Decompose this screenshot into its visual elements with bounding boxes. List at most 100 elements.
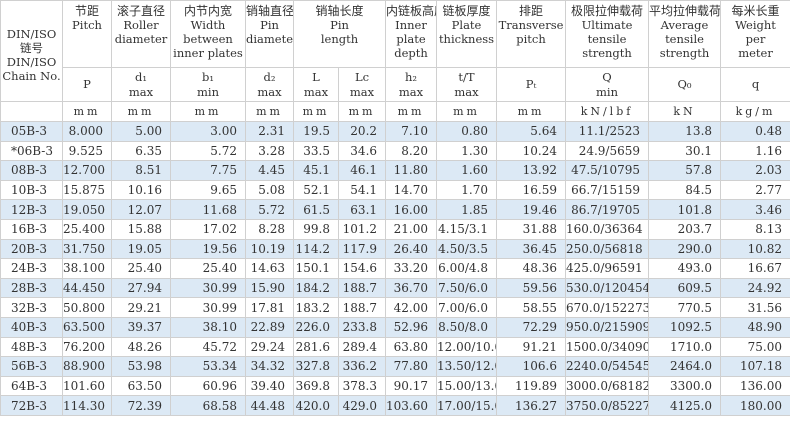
symbol: d₂ xyxy=(263,69,276,84)
chain-no: 72B-3 xyxy=(0,395,63,416)
header-cell: 内节内宽 Width between inner plates xyxy=(170,0,246,68)
data-cell: 15.88 xyxy=(111,218,171,240)
data-cell: 45.72 xyxy=(170,336,246,358)
data-cell: 17.02 xyxy=(170,218,246,240)
data-cell: 21.00 xyxy=(385,218,438,240)
data-cell: 36.70 xyxy=(385,277,438,299)
data-cell: 26.40 xyxy=(385,238,438,260)
data-cell: 17.00/15.0 xyxy=(436,395,498,416)
data-cell: 75.00 xyxy=(720,336,790,358)
chain-label: Chain No. xyxy=(2,69,61,83)
data-cell: 114.30 xyxy=(62,395,112,416)
data-cell: 107.18 xyxy=(720,356,790,377)
symbol-note: min xyxy=(197,84,219,99)
header-cell: 每米长重 Weight per meter xyxy=(720,0,790,68)
data-cell: 31.750 xyxy=(62,238,112,260)
data-cell: 3000.0/681820 xyxy=(565,375,650,397)
header-zh: DIN/ISO xyxy=(6,27,57,41)
header-en: strength xyxy=(659,46,710,60)
data-cell: 1.16 xyxy=(720,140,790,162)
data-cell: 4.45 xyxy=(245,160,294,181)
data-cell: 11.1/2523 xyxy=(565,121,650,142)
data-cell: 72.29 xyxy=(496,316,567,338)
data-cell: 7.50/6.0 xyxy=(436,277,498,299)
header-en: per xyxy=(745,32,766,46)
data-cell: 103.60 xyxy=(385,395,438,416)
data-cell: 27.94 xyxy=(111,277,171,299)
data-cell: 101.8 xyxy=(648,199,722,220)
header-zh: 极限拉伸载荷 xyxy=(571,4,644,18)
data-cell: 609.5 xyxy=(648,277,722,299)
data-cell: 66.7/15159 xyxy=(565,179,650,201)
data-cell: 52.1 xyxy=(293,179,339,201)
header-cell: 销轴长度 Pin length xyxy=(292,0,387,68)
chain-no: 16B-3 xyxy=(0,218,63,240)
data-cell: 84.5 xyxy=(648,179,722,201)
data-cell: 86.7/19705 xyxy=(565,199,650,220)
data-cell: 42.00 xyxy=(385,297,438,318)
data-cell: 17.81 xyxy=(245,297,294,318)
data-cell: 10.16 xyxy=(111,179,171,201)
data-cell: 22.89 xyxy=(245,316,294,338)
data-cell: 5.08 xyxy=(245,179,294,201)
data-cell: 90.17 xyxy=(385,375,438,397)
chain-no: 64B-3 xyxy=(0,375,63,397)
data-cell: 99.8 xyxy=(293,218,339,240)
symbol-note: max xyxy=(128,84,154,99)
data-cell: 101.60 xyxy=(62,375,112,397)
chain-no: *06B-3 xyxy=(0,140,63,162)
chain-no: 40B-3 xyxy=(0,316,63,338)
data-cell: 2464.0 xyxy=(648,356,722,377)
data-cell: 11.68 xyxy=(170,199,246,220)
data-cell: 44.48 xyxy=(245,395,294,416)
symbol: L xyxy=(312,69,320,84)
data-cell: 106.6 xyxy=(496,356,567,377)
data-cell: 5.64 xyxy=(496,121,567,142)
header-en: meter xyxy=(738,46,773,60)
symbol-note: max xyxy=(454,84,479,99)
chain-no: 05B-3 xyxy=(0,121,63,142)
unit-cell: kN xyxy=(648,101,722,122)
data-cell: 4.15/3.1 xyxy=(436,218,498,240)
data-cell: 76.200 xyxy=(62,336,112,358)
data-cell: 15.90 xyxy=(245,277,294,299)
data-cell: 72.39 xyxy=(111,395,171,416)
data-row: *06B-3 9.525 6.35 5.72 3.28 33.5 34.6 8.20 1.30 1… xyxy=(0,140,790,162)
data-cell: 770.5 xyxy=(648,297,722,318)
header-zh: 内链板高度 xyxy=(386,4,436,18)
data-cell: 3750.0/852270 xyxy=(565,395,650,416)
symbol-cell: q xyxy=(720,67,790,102)
symbol-cell: Pₜ xyxy=(496,67,567,102)
data-cell: 0.48 xyxy=(720,121,790,142)
data-cell: 14.70 xyxy=(385,179,438,201)
data-cell: 1.70 xyxy=(436,179,498,201)
data-row: 28B-3 44.450 27.94 30.99 15.90 184.2 188.7 36.7… xyxy=(0,277,790,299)
symbol-cell: Q₀ xyxy=(648,67,722,102)
header-en: 链号 xyxy=(20,41,43,55)
symbol-cell: Lc max xyxy=(337,67,387,102)
chain-no: 10B-3 xyxy=(0,179,63,201)
data-cell: 91.21 xyxy=(496,336,567,358)
data-cell: 34.32 xyxy=(245,356,294,377)
data-cell: 33.20 xyxy=(385,258,438,279)
data-row: 64B-3 101.60 63.50 60.96 39.40 369.8 378.3 90.1… xyxy=(0,375,790,397)
data-cell: 61.5 xyxy=(293,199,339,220)
unit-cell: mm xyxy=(170,101,246,122)
chain-no: 48B-3 xyxy=(0,336,63,358)
header-en: Plate xyxy=(451,18,482,32)
data-cell: 3.46 xyxy=(720,199,790,220)
data-cell: 183.2 xyxy=(293,297,339,318)
header-en: length xyxy=(320,32,359,46)
data-cell: 1.85 xyxy=(436,199,498,220)
data-cell: 25.40 xyxy=(111,258,171,279)
header-cell: 销轴直径 Pin diameter xyxy=(245,0,294,68)
header-en: Inner xyxy=(395,18,427,32)
header-zh: 内节内宽 xyxy=(183,4,232,18)
data-cell: 10.24 xyxy=(496,140,567,162)
data-cell: 6.00/4.8 xyxy=(436,258,498,279)
header-cell: 极限拉伸载荷 Ultimate tensile strength xyxy=(565,0,650,68)
symbol-note: max xyxy=(303,84,329,99)
header-en: tensile xyxy=(587,32,627,46)
